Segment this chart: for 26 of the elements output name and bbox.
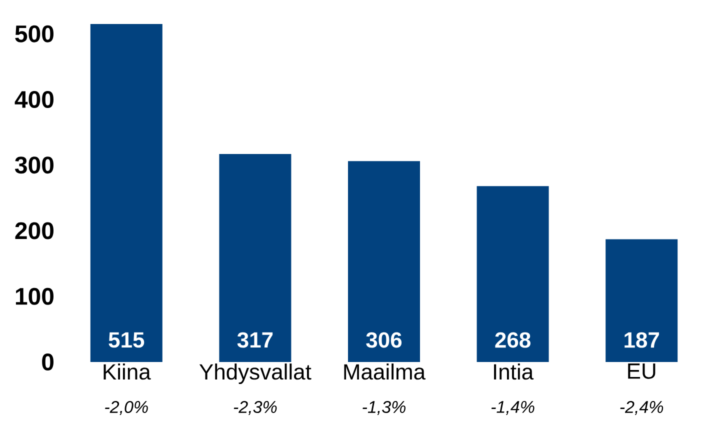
text: -1,3% — [362, 400, 406, 416]
bar — [476, 186, 549, 362]
y-tick-label: 200 — [15, 222, 54, 240]
text: -2,4% — [620, 400, 664, 416]
data-label: 515 — [108, 332, 144, 348]
data-label: 317 — [237, 332, 273, 348]
y-tick-label: 400 — [14, 90, 54, 108]
y-tick-label: 100 — [16, 288, 54, 305]
bar — [606, 239, 678, 362]
y-tick-label: 0 — [42, 353, 54, 370]
text: -2,0% — [105, 400, 148, 416]
bar — [348, 161, 420, 362]
data-label: 187 — [624, 332, 659, 348]
y-tick-label: 300 — [14, 156, 54, 174]
x-tick-label: Maailma — [344, 364, 426, 380]
bar — [219, 154, 292, 362]
bar — [90, 24, 162, 362]
x-tick-label: EU — [628, 364, 656, 379]
x-tick-label: Intia — [494, 364, 534, 380]
text: -2,3% — [234, 400, 277, 416]
data-label: 268 — [495, 332, 530, 348]
y-tick-label: 500 — [15, 25, 54, 42]
x-tick-label: Yhdysvallat — [199, 364, 312, 384]
data-label: 306 — [366, 332, 402, 348]
x-tick-label: Kiina — [104, 364, 151, 380]
text: -1,4% — [491, 401, 534, 415]
